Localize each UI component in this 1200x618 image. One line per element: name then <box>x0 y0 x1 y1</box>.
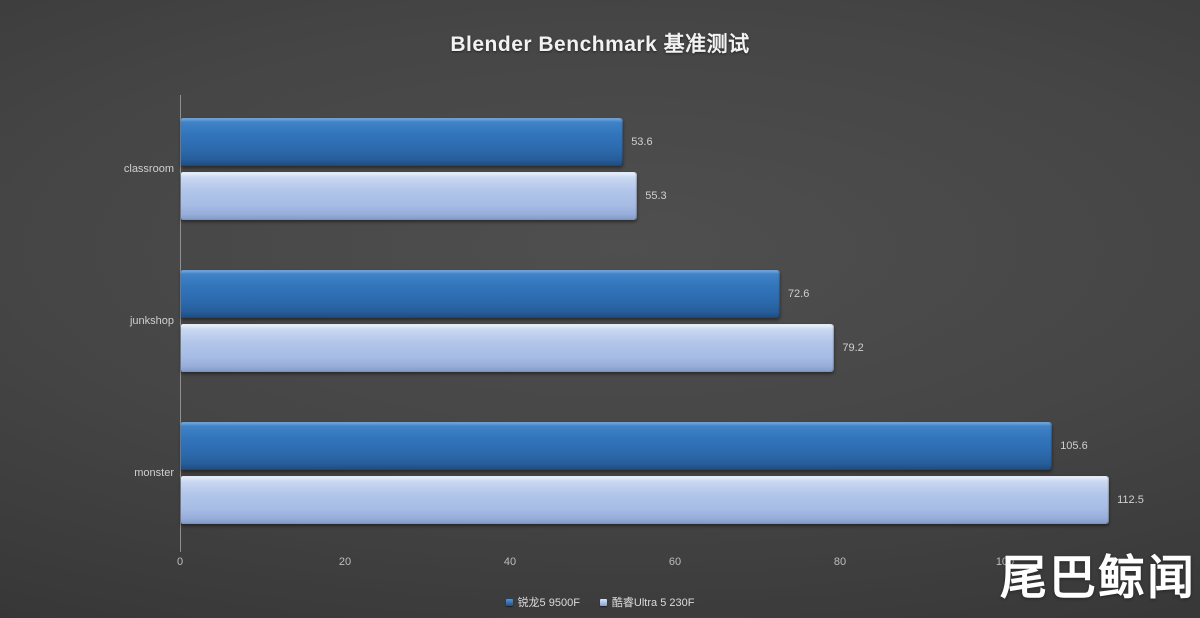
legend-label: 锐龙5 9500F <box>517 597 580 609</box>
watermark: 尾巴鲸闻 <box>1000 551 1196 604</box>
bar <box>181 118 624 166</box>
bar-value-label: 53.6 <box>631 136 653 148</box>
legend-item: 酷睿Ultra 5 230F <box>599 594 695 610</box>
bar-value-label: 79.2 <box>842 342 864 354</box>
x-tick-label: 20 <box>338 556 352 568</box>
x-tick-label: 0 <box>176 556 184 568</box>
category-label: classroom <box>123 163 174 175</box>
bar-value-label: 105.6 <box>1060 440 1088 452</box>
x-tick-label: 100 <box>995 556 1015 568</box>
x-tick-label: 80 <box>833 556 847 568</box>
category-label: monster <box>134 467 174 479</box>
legend-label: 酷睿Ultra 5 230F <box>611 597 695 609</box>
category-label: junkshop <box>129 315 174 327</box>
y-axis-line <box>180 95 181 552</box>
bar-value-label: 55.3 <box>645 190 667 202</box>
bar-value-label: 112.5 <box>1117 494 1144 506</box>
legend: 锐龙5 9500F 酷睿Ultra 5 230F <box>0 594 1200 610</box>
bar <box>181 422 1053 470</box>
bar-value-label: 72.6 <box>787 288 810 300</box>
bar <box>181 172 638 220</box>
bar <box>181 476 1110 524</box>
bar <box>181 324 835 372</box>
legend-item: 锐龙5 9500F <box>505 594 580 610</box>
x-tick-label: 60 <box>668 556 682 568</box>
legend-marker-icon <box>599 598 607 606</box>
x-tick-label: 40 <box>503 556 517 568</box>
legend-marker-icon <box>505 598 513 606</box>
bar <box>181 270 780 318</box>
chart-title: Blender Benchmark 基准测试 <box>450 33 750 56</box>
